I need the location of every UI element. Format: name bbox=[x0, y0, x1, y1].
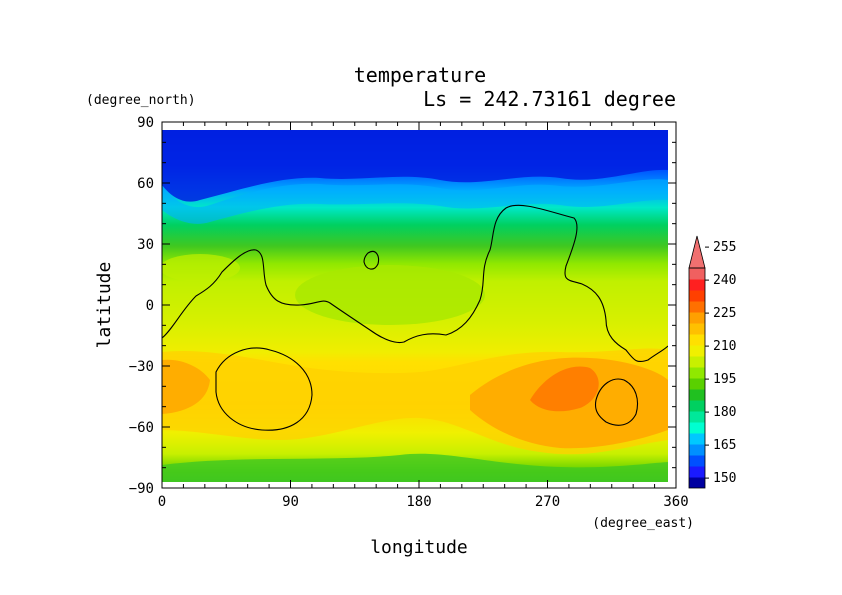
y-units: (degree_north) bbox=[86, 93, 196, 108]
colorbar-frame bbox=[688, 267, 706, 489]
colorbar-tick-label: 225 bbox=[713, 306, 736, 321]
colorbar-swatch bbox=[689, 411, 705, 423]
colorbar-swatch bbox=[689, 290, 705, 302]
colorbar-swatch bbox=[689, 312, 705, 324]
colorbar-tick-label: 240 bbox=[713, 273, 736, 288]
axis-tick-labels: 0 90 180 270 360 −90 −60 −30 0 30 60 90 bbox=[129, 115, 689, 510]
colorbar-overflow-arrow bbox=[688, 235, 706, 269]
colorbar-swatch bbox=[689, 444, 705, 456]
heatmap-field bbox=[162, 130, 668, 482]
colorbar-swatch bbox=[689, 334, 705, 346]
y-axis-label: latitude bbox=[94, 262, 115, 349]
colorbar-swatch bbox=[689, 279, 705, 291]
colorbar-tick-label: 195 bbox=[713, 372, 736, 387]
colorbar-swatch bbox=[689, 466, 705, 478]
colorbar-swatch bbox=[689, 378, 705, 390]
x-tick-label: 0 bbox=[158, 494, 166, 510]
chart-subtitle: Ls = 242.73161 degree bbox=[423, 87, 676, 111]
y-tick-label: 30 bbox=[137, 237, 154, 253]
chart-title: temperature bbox=[354, 63, 486, 87]
colorbar-tick-label: 150 bbox=[713, 471, 736, 486]
colorbar-swatch bbox=[689, 367, 705, 379]
hellas-basin-contour bbox=[215, 347, 313, 431]
argyre-basin-contour bbox=[594, 378, 639, 426]
colorbar-swatch bbox=[689, 356, 705, 368]
x-axis-label: longitude bbox=[370, 537, 468, 558]
colorbar-tick-label: 180 bbox=[713, 405, 736, 420]
colorbar-tick-labels: 150 165 180 195 210 225 240 255 bbox=[705, 240, 736, 486]
y-tick-label: 60 bbox=[137, 176, 154, 192]
topography-contours bbox=[162, 204, 668, 431]
colorbar-swatch bbox=[689, 268, 705, 280]
colorbar bbox=[688, 235, 706, 489]
x-tick-label: 180 bbox=[406, 494, 431, 510]
y-tick-label: −60 bbox=[129, 420, 154, 436]
y-tick-label: 90 bbox=[137, 115, 154, 131]
colorbar-tick-label: 165 bbox=[713, 438, 736, 453]
colorbar-swatch bbox=[689, 389, 705, 401]
colorbar-tick-label: 255 bbox=[713, 240, 736, 255]
colorbar-underflow bbox=[689, 477, 705, 488]
axis-ticks bbox=[161, 121, 677, 489]
colorbar-swatch bbox=[689, 455, 705, 467]
colorbar-swatch bbox=[689, 422, 705, 434]
x-units: (degree_east) bbox=[592, 516, 694, 531]
colorbar-swatch bbox=[689, 323, 705, 335]
x-tick-label: 270 bbox=[535, 494, 560, 510]
colorbar-tick-label: 210 bbox=[713, 339, 736, 354]
x-tick-label: 90 bbox=[282, 494, 299, 510]
colorbar-swatch bbox=[689, 345, 705, 357]
y-tick-label: 0 bbox=[146, 298, 154, 314]
y-tick-label: −30 bbox=[129, 359, 154, 375]
highlands-boundary-contour bbox=[162, 204, 668, 363]
x-tick-label: 360 bbox=[663, 494, 688, 510]
olympus-contour bbox=[363, 250, 380, 270]
colorbar-swatch bbox=[689, 433, 705, 445]
colorbar-swatch bbox=[689, 400, 705, 412]
colorbar-swatch bbox=[689, 301, 705, 313]
y-tick-label: −90 bbox=[129, 481, 154, 497]
